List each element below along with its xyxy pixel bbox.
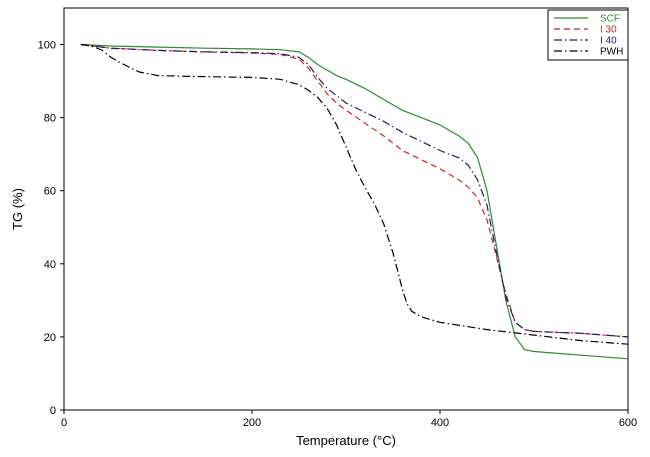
plot-frame (63, 7, 629, 411)
y-tick-label: 0 (50, 405, 56, 417)
legend-label: SCF (600, 14, 620, 25)
y-axis-label: TG (%) (10, 188, 25, 230)
legend-label: I 40 (600, 36, 617, 47)
series-line-pwh (80, 43, 629, 345)
series-layer (80, 43, 629, 360)
y-tick-label: 20 (44, 332, 56, 344)
x-tick-label: 400 (431, 417, 449, 429)
series-line-scf (80, 43, 629, 360)
series-line-i-30 (80, 43, 629, 338)
x-tick-label: 600 (619, 417, 637, 429)
x-tick-label: 0 (61, 417, 67, 429)
legend-label: PWH (600, 47, 623, 58)
y-tick-label: 40 (44, 259, 56, 271)
axis-ticks: 0 200 400 600 0 20 40 60 80 100 (38, 40, 638, 429)
y-tick-label: 60 (44, 186, 56, 198)
legend-label: I 30 (600, 25, 617, 36)
x-axis-label: Temperature (°C) (296, 433, 396, 448)
series-line-i-40 (80, 43, 629, 338)
y-tick-label: 100 (38, 40, 56, 52)
x-tick-label: 200 (243, 417, 261, 429)
y-tick-label: 80 (44, 113, 56, 125)
